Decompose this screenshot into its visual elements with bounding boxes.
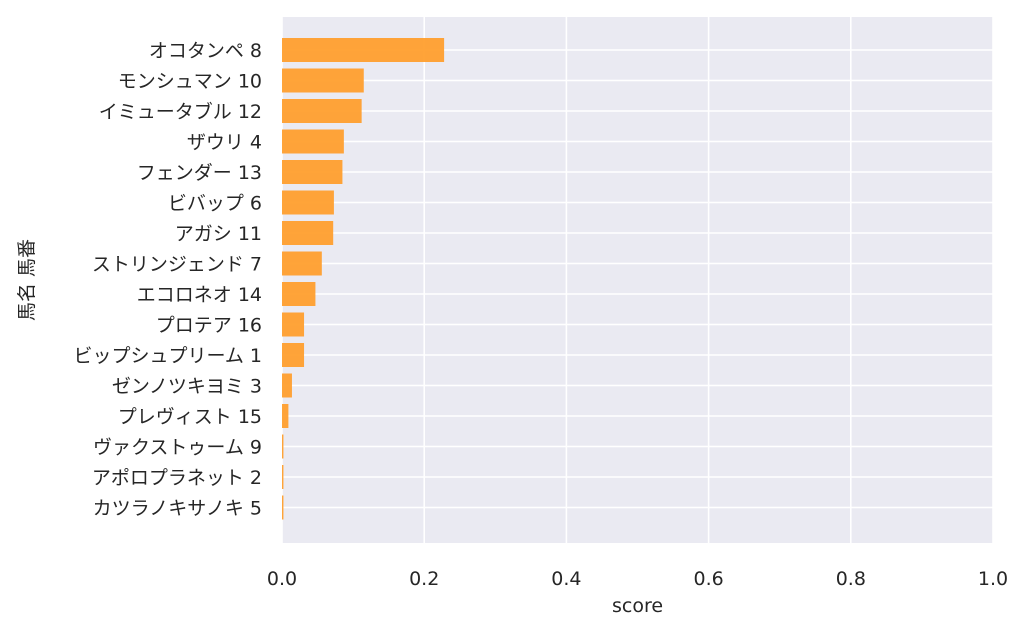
x-tick-label: 0.4 xyxy=(551,568,581,590)
bar xyxy=(282,160,343,184)
bar xyxy=(282,434,284,459)
y-tick-label: フェンダー 13 xyxy=(137,162,262,184)
y-tick-label: ビバップ 6 xyxy=(168,193,262,215)
y-tick-label: ビップシュプリーム 1 xyxy=(73,345,262,367)
bar xyxy=(282,495,284,520)
x-tick-labels: 0.0 0.2 0.4 0.6 0.8 1.0 xyxy=(267,568,1008,590)
gridlines xyxy=(281,17,994,543)
bar xyxy=(282,251,322,276)
x-tick-label: 0.6 xyxy=(693,568,723,590)
bar xyxy=(282,190,334,215)
y-tick-label: アポロプラネット 2 xyxy=(92,467,262,489)
y-tick-label: モンシュマン 10 xyxy=(118,71,262,93)
bar xyxy=(282,312,305,337)
bars-group xyxy=(282,38,445,520)
bar xyxy=(282,343,305,367)
y-tick-labels: オコタンペ 8 モンシュマン 10 イミュータブル 12 ザウリ 4 フェンダー 13 ビ… xyxy=(73,40,262,520)
bar xyxy=(282,221,334,245)
y-tick-label: ゼンノツキヨミ 3 xyxy=(112,376,262,398)
bar xyxy=(282,38,445,62)
x-tick-label: 0.0 xyxy=(267,568,297,590)
y-tick-label: エコロネオ 14 xyxy=(137,284,262,306)
bar xyxy=(282,282,316,306)
x-axis-label: score xyxy=(612,595,663,617)
y-axis-label: 馬名 馬番 xyxy=(16,239,38,321)
x-tick-label: 1.0 xyxy=(978,568,1008,590)
y-tick-label: ヴァクストゥーム 9 xyxy=(93,437,262,459)
y-tick-label: カツラノキサノキ 5 xyxy=(93,498,262,520)
y-tick-label: ザウリ 4 xyxy=(187,132,262,154)
y-tick-label: プロテア 16 xyxy=(156,315,262,337)
bar xyxy=(282,68,364,93)
bar xyxy=(282,373,292,398)
x-tick-label: 0.2 xyxy=(409,568,439,590)
bar xyxy=(282,404,289,428)
y-tick-label: イミュータブル 12 xyxy=(99,100,262,123)
bar xyxy=(282,129,344,154)
bar xyxy=(282,99,362,123)
y-tick-label: オコタンペ 8 xyxy=(149,40,262,62)
y-tick-label: プレヴィスト 15 xyxy=(118,406,262,428)
y-tick-label: ストリンジェンド 7 xyxy=(92,254,262,276)
x-tick-label: 0.8 xyxy=(836,568,866,590)
plot-area xyxy=(282,17,993,543)
y-tick-label: アガシ 11 xyxy=(175,223,262,245)
bar xyxy=(282,465,284,489)
